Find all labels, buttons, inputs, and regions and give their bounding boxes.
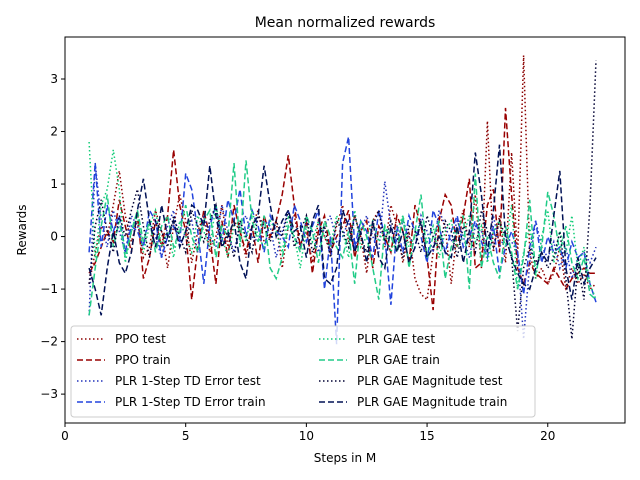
x-tick-label-0: 0 [61, 429, 69, 443]
x-tick-label-2: 10 [299, 429, 314, 443]
legend-label-6: PLR GAE Magnitude test [357, 374, 503, 388]
series-line-3 [88, 136, 597, 345]
legend-frame [70, 325, 536, 418]
x-tick-label-4: 20 [540, 429, 555, 443]
series-line-2 [88, 162, 597, 340]
x-axis-label: Steps in M [314, 451, 377, 465]
series-line-5 [88, 160, 597, 316]
legend-label-2: PLR 1-Step TD Error test [115, 374, 261, 388]
y-axis-label: Rewards [15, 205, 29, 256]
legend: PPO test PPO train PLR 1-Step TD Error tes… [70, 325, 536, 418]
x-tick-label-1: 5 [182, 429, 190, 443]
ticks-group: 0 5 10 15 20 −3 −2 −1 0 1 2 3 [40, 72, 555, 443]
y-tick-label-3: 0 [50, 230, 58, 244]
series-line-7 [88, 144, 597, 316]
series-group [88, 55, 597, 345]
legend-label-4: PLR GAE test [357, 332, 435, 346]
y-tick-label-0: −3 [40, 387, 58, 401]
legend-label-3: PLR 1-Step TD Error train [115, 395, 266, 409]
plot-frame [64, 36, 626, 424]
y-tick-label-4: 1 [50, 177, 58, 191]
y-tick-label-2: −1 [40, 282, 58, 296]
y-tick-label-6: 3 [50, 72, 58, 86]
legend-label-7: PLR GAE Magnitude train [357, 395, 507, 409]
chart-title: Mean normalized rewards [255, 15, 436, 31]
legend-label-1: PPO train [115, 353, 171, 367]
y-tick-label-5: 2 [50, 125, 58, 139]
x-tick-label-3: 15 [419, 429, 434, 443]
series-line-4 [88, 141, 597, 300]
y-tick-label-1: −2 [40, 335, 58, 349]
legend-label-0: PPO test [115, 332, 166, 346]
legend-label-5: PLR GAE train [357, 353, 440, 367]
